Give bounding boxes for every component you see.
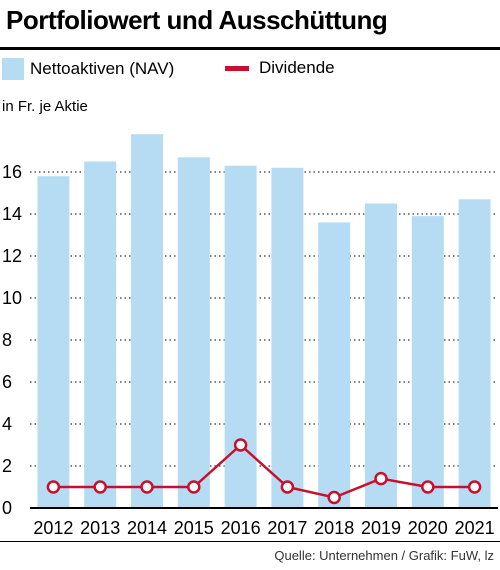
y-tick-label: 16 — [2, 162, 22, 182]
chart-title: Portfoliowert und Ausschüttung — [6, 5, 388, 35]
y-tick-label: 12 — [2, 246, 22, 266]
x-tick-label: 2021 — [455, 518, 495, 538]
dividend-point-2013 — [93, 480, 107, 494]
legend-item-nav: Nettoaktiven (NAV) — [2, 58, 174, 80]
bar-nav-2020 — [411, 216, 444, 508]
dividend-point-2012 — [46, 480, 61, 494]
y-tick-label: 0 — [2, 498, 12, 518]
legend-swatch-dividend — [225, 65, 249, 71]
bar-nav-2019 — [365, 203, 397, 508]
y-tick-label: 10 — [2, 288, 22, 308]
footer-divider — [0, 541, 500, 542]
dividend-point-2017 — [280, 480, 295, 494]
source-note: Quelle: Unternehmen / Grafik: FuW, lz — [274, 548, 494, 563]
legend-swatch-nav — [2, 58, 24, 80]
x-tick-label: 2015 — [174, 518, 214, 538]
y-tick-label: 8 — [2, 330, 12, 350]
y-tick-label: 14 — [2, 204, 22, 224]
bar-nav-2012 — [37, 176, 70, 508]
x-tick-label: 2012 — [33, 518, 73, 538]
x-tick-label: 2018 — [314, 518, 354, 538]
bar-nav-2021 — [458, 199, 491, 509]
y-tick-label: 4 — [2, 414, 12, 434]
bar-nav-2014 — [131, 134, 163, 508]
dividend-point-2014 — [140, 480, 154, 494]
y-axis-unit-label: in Fr. je Aktie — [2, 98, 88, 115]
title-divider — [0, 47, 500, 50]
dividend-point-2019 — [374, 471, 388, 486]
legend-label-nav: Nettoaktiven (NAV) — [30, 59, 175, 78]
bar-nav-2017 — [271, 167, 304, 509]
bar-nav-2015 — [177, 157, 210, 509]
legend-label-dividend: Dividende — [259, 58, 335, 77]
dividend-point-2015 — [187, 480, 201, 494]
legend: Nettoaktiven (NAV) Dividende — [0, 58, 500, 84]
dividend-point-2016 — [233, 438, 248, 452]
bar-nav-2018 — [318, 222, 351, 508]
x-tick-label: 2016 — [221, 518, 261, 538]
x-tick-label: 2017 — [267, 518, 307, 538]
x-tick-label: 2014 — [127, 518, 167, 538]
x-tick-label: 2013 — [80, 518, 120, 538]
x-tick-label: 2019 — [361, 518, 401, 538]
y-tick-label: 6 — [2, 372, 12, 392]
x-tick-label: 2020 — [408, 518, 448, 538]
dividend-line — [53, 443, 475, 499]
bar-nav-2013 — [84, 161, 117, 508]
y-tick-label: 2 — [2, 456, 12, 476]
dividend-point-2020 — [421, 480, 435, 494]
dividend-point-2021 — [467, 480, 482, 494]
legend-item-dividend: Dividende — [225, 58, 335, 78]
dividend-point-2018 — [327, 490, 341, 505]
